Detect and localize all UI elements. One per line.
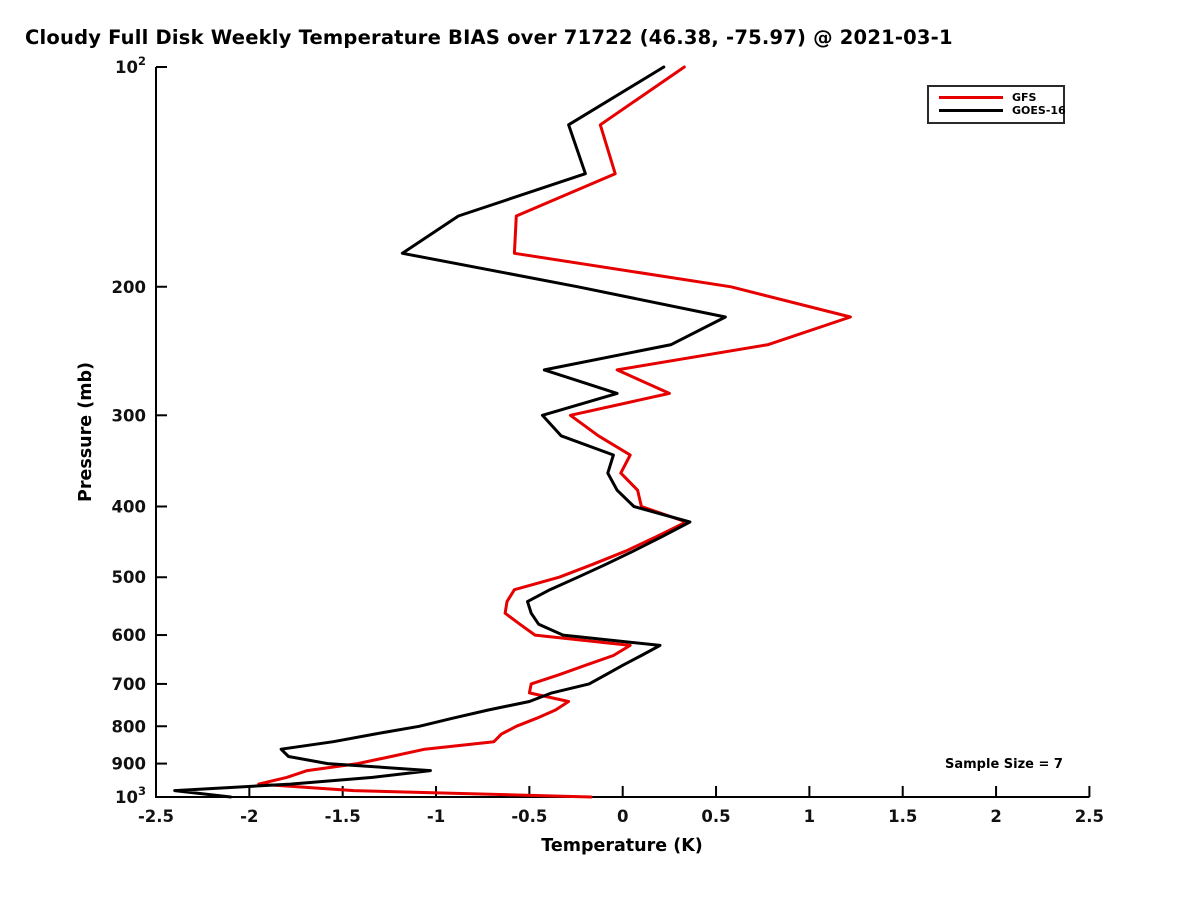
chart-title: Cloudy Full Disk Weekly Temperature BIAS…: [25, 26, 953, 49]
y-tick-label: 400: [112, 498, 146, 517]
gfs-line-swatch: [939, 95, 1003, 100]
x-tick-label: -2.5: [138, 807, 174, 826]
y-tick-label: 103: [115, 784, 146, 807]
y-tick-label: 102: [115, 54, 146, 77]
x-tick-label: -2: [240, 807, 258, 826]
x-tick-label: 1: [804, 807, 815, 826]
y-tick-label: 700: [112, 675, 146, 694]
legend-item-goes16: GOES-16: [939, 104, 1066, 117]
y-tick-label: 300: [112, 406, 146, 425]
y-axis-ticks: 102 200 300 400 500 600 700 800 900 103: [112, 54, 167, 807]
x-axis-ticks: -2.5 -2 -1.5 -1 -0.5 0 0.5 1 1.5 2 2.5: [138, 786, 1104, 826]
x-axis-label: Temperature (K): [541, 836, 703, 856]
x-tick-label: -1: [427, 807, 445, 826]
y-tick-label: 200: [112, 278, 146, 297]
y-tick-label: 800: [112, 717, 146, 736]
legend-label-gfs: GFS: [1012, 91, 1037, 104]
x-tick-label: 0.5: [701, 807, 730, 826]
x-tick-label: 1.5: [888, 807, 917, 826]
series-line-goes-16: [173, 65, 727, 799]
axis-spines: [155, 67, 1090, 798]
legend-item-gfs: GFS: [939, 91, 1055, 104]
x-tick-label: 0: [617, 807, 628, 826]
legend: GFS GOES-16: [927, 85, 1066, 124]
legend-label-goes16: GOES-16: [1012, 104, 1066, 117]
y-tick-label: 600: [112, 626, 146, 645]
x-tick-label: 2: [990, 807, 1001, 826]
series-line-gfs: [257, 65, 852, 799]
sample-size-annotation: Sample Size = 7: [945, 757, 1063, 772]
goes16-line-swatch: [939, 108, 1003, 113]
x-tick-label: 2.5: [1075, 807, 1104, 826]
y-axis-label: Pressure (mb): [76, 362, 96, 502]
y-tick-label: 900: [112, 755, 146, 774]
x-tick-label: -0.5: [511, 807, 547, 826]
y-tick-label: 500: [112, 568, 146, 587]
x-tick-label: -1.5: [325, 807, 361, 826]
